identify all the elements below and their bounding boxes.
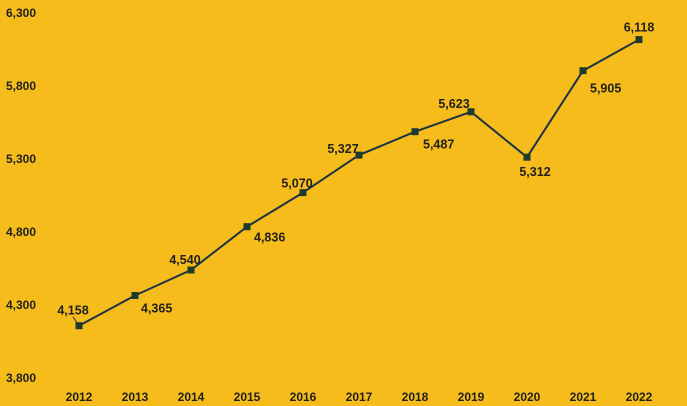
x-tick-label: 2020: [514, 390, 541, 404]
y-tick-label: 5,300: [6, 152, 36, 166]
data-point: [579, 67, 587, 75]
x-tick-label: 2017: [346, 390, 373, 404]
x-tick-label: 2018: [402, 390, 429, 404]
x-tick-label: 2022: [626, 390, 653, 404]
data-label: 5,327: [327, 142, 358, 156]
data-point: [75, 322, 83, 330]
y-tick-label: 5,800: [6, 79, 36, 93]
data-labels: 4,158 4,365 4,540 4,836 5,070 5,327 5,487 5,623…: [57, 21, 655, 324]
x-tick-label: 2013: [122, 390, 149, 404]
data-label: 4,158: [57, 304, 88, 318]
x-axis: 2012 2013 2014 2015 2016 2017 2018 2019 2020 2021…: [66, 390, 653, 404]
data-point: [355, 151, 363, 159]
x-tick-label: 2012: [66, 390, 93, 404]
data-point: [523, 153, 531, 161]
data-label: 5,623: [438, 97, 469, 111]
data-label: 5,312: [519, 165, 550, 179]
label-leader-line: [72, 316, 78, 324]
data-point: [635, 36, 643, 44]
y-axis: 3,800 4,300 4,800 5,300 5,800 6,300: [6, 6, 36, 385]
data-label: 4,540: [169, 253, 200, 267]
x-tick-label: 2014: [178, 390, 205, 404]
data-label: 4,836: [254, 231, 285, 245]
data-point: [411, 128, 419, 136]
series-group: [75, 36, 643, 330]
x-tick-label: 2015: [234, 390, 261, 404]
y-tick-label: 6,300: [6, 6, 36, 20]
data-point: [243, 223, 251, 231]
y-tick-label: 3,800: [6, 371, 36, 385]
data-label: 5,905: [590, 82, 621, 96]
series-line: [78, 38, 640, 327]
x-tick-label: 2021: [570, 390, 597, 404]
data-label: 4,365: [141, 302, 172, 316]
x-tick-label: 2016: [290, 390, 317, 404]
data-point: [467, 108, 475, 116]
data-label: 5,487: [423, 138, 454, 152]
y-tick-label: 4,300: [6, 298, 36, 312]
data-label: 5,070: [281, 177, 312, 191]
y-tick-label: 4,800: [6, 225, 36, 239]
data-point: [131, 292, 139, 299]
x-tick-label: 2019: [458, 390, 485, 404]
data-label: 6,118: [624, 21, 655, 35]
data-point: [299, 189, 307, 197]
data-point: [187, 266, 195, 274]
